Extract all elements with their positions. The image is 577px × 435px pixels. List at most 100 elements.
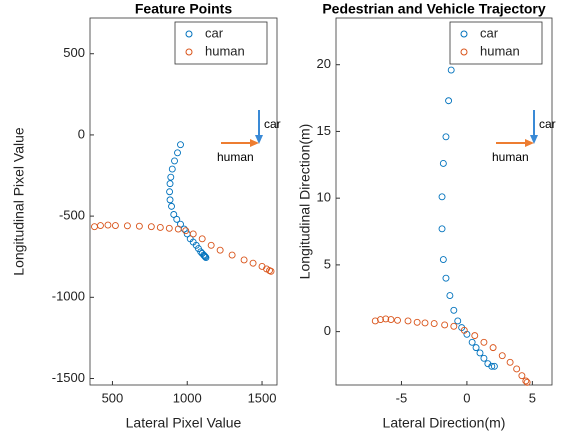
legend-label: car (480, 25, 499, 40)
point (421, 319, 429, 327)
x-tick-label: 500 (102, 390, 124, 405)
point (490, 362, 498, 370)
point (488, 362, 496, 370)
annotation: car (264, 117, 281, 131)
legend-label: human (205, 43, 245, 58)
point (228, 251, 236, 259)
point (111, 222, 119, 229)
point (156, 224, 164, 231)
point (166, 196, 174, 204)
point (476, 349, 484, 357)
point (165, 224, 173, 232)
axes-box (89, 17, 278, 386)
y-tick-label: -1500 (52, 370, 85, 385)
point (498, 352, 506, 360)
point (523, 378, 531, 386)
x-tick-label: 1000 (173, 390, 202, 405)
legend-label: human (480, 43, 520, 58)
x-tick-label: 1500 (248, 390, 277, 405)
car-arrowhead (255, 135, 263, 144)
x-axis-label: Lateral Direction(m) (383, 415, 506, 431)
y-tick-label: -500 (59, 208, 85, 223)
y-tick-label: 500 (63, 45, 85, 60)
point (216, 246, 224, 254)
y-tick-label: 0 (324, 323, 331, 338)
point (387, 316, 395, 324)
legend-box (174, 21, 268, 65)
point (394, 316, 401, 324)
point (430, 320, 438, 328)
point (377, 316, 384, 324)
point (97, 222, 104, 229)
point (166, 188, 174, 196)
human-arrowhead (250, 139, 259, 147)
point (207, 241, 215, 249)
y-tick-label: 10 (317, 190, 331, 205)
point (447, 66, 455, 74)
point (489, 344, 497, 352)
y-axis-label: Longitudinal Direction(m) (297, 124, 313, 280)
point (240, 256, 248, 264)
point (200, 252, 208, 260)
point (173, 215, 181, 223)
point (182, 227, 190, 235)
point (471, 332, 479, 340)
legend-box (449, 21, 543, 65)
y-tick-label: 0 (78, 126, 85, 141)
point (438, 225, 446, 233)
point (445, 97, 453, 105)
point (442, 133, 450, 141)
point (147, 223, 155, 231)
legend-marker (185, 48, 193, 56)
point (442, 274, 450, 282)
point (518, 372, 526, 380)
point (441, 321, 449, 329)
point (371, 317, 379, 325)
point (439, 160, 447, 167)
x-axis-label: Lateral Pixel Value (126, 415, 242, 431)
point (174, 149, 181, 157)
x-tick-label: 5 (529, 390, 536, 405)
point (189, 230, 197, 238)
car-arrowhead (530, 135, 538, 144)
point (168, 202, 175, 210)
legend-marker (185, 30, 193, 38)
point (91, 223, 98, 231)
point (167, 173, 175, 181)
point (522, 377, 530, 385)
point (438, 193, 446, 201)
x-tick-label: -5 (396, 390, 408, 405)
point (439, 256, 447, 264)
chart-title: Feature Points (135, 1, 232, 17)
point (480, 338, 488, 346)
point (267, 267, 275, 275)
point (201, 253, 209, 261)
point (450, 322, 458, 330)
y-axis-label: Longitudinal Pixel Value (11, 127, 27, 276)
point (506, 358, 514, 366)
annotation: human (217, 150, 254, 164)
axes-box (335, 17, 553, 386)
point (170, 211, 178, 218)
y-tick-label: 15 (317, 123, 331, 138)
point (249, 259, 257, 267)
point (450, 306, 458, 314)
point (404, 317, 412, 325)
point (104, 221, 112, 229)
point (202, 254, 210, 261)
y-tick-label: -1000 (52, 289, 85, 304)
point (177, 141, 184, 149)
legend-marker (460, 30, 468, 38)
point (480, 354, 488, 362)
annotation: human (492, 150, 529, 164)
human-arrowhead (525, 139, 534, 147)
point (460, 326, 468, 334)
annotation: car (539, 117, 556, 131)
legend-marker (460, 48, 468, 56)
x-tick-label: 0 (463, 390, 470, 405)
legend-label: car (205, 25, 224, 40)
point (166, 180, 174, 188)
point (454, 317, 462, 325)
point (171, 157, 178, 165)
